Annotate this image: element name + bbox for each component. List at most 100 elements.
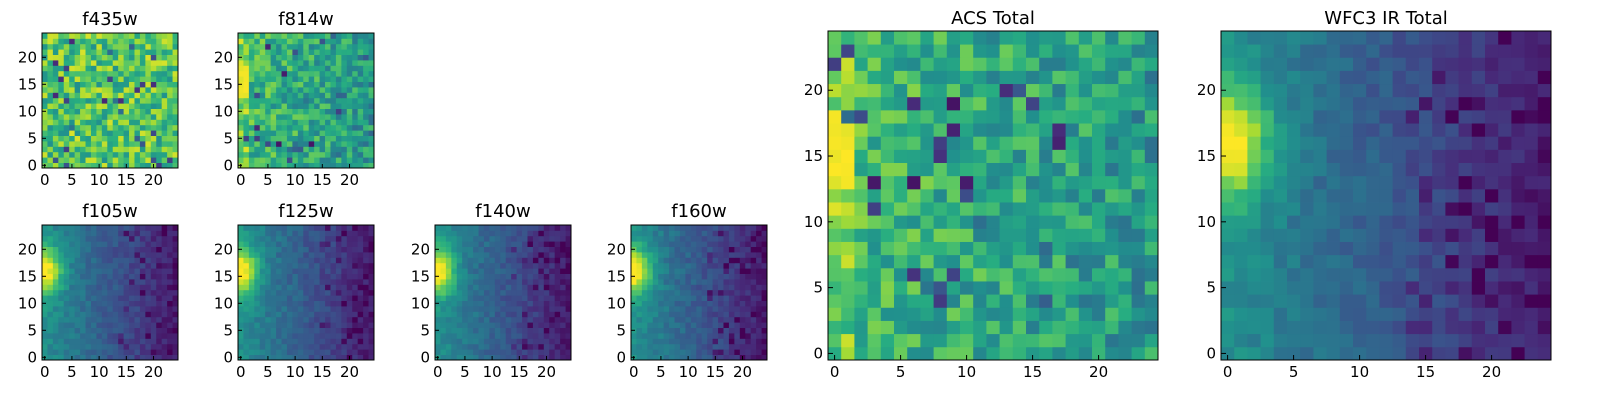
heatmap-cell <box>52 49 59 55</box>
heatmap-cell <box>478 235 485 242</box>
heatmap-cell <box>308 327 315 334</box>
heatmap-cell <box>357 43 364 50</box>
heatmap-cell <box>281 252 288 258</box>
heatmap-cell <box>101 87 108 93</box>
heatmap-cell <box>243 114 250 120</box>
heatmap-cell <box>58 252 65 258</box>
heatmap-cell <box>960 149 974 163</box>
heatmap-cell <box>47 322 54 328</box>
heatmap-cell <box>554 268 561 274</box>
heatmap-cell <box>1432 267 1446 282</box>
heatmap-cell <box>1092 294 1106 308</box>
heatmap-cell <box>172 54 179 61</box>
heatmap-cell <box>238 76 244 82</box>
heatmap-cell <box>118 43 124 50</box>
heatmap-cell <box>85 130 92 136</box>
heatmap-cell <box>74 124 81 131</box>
heatmap-cell <box>674 230 681 237</box>
heatmap-cell <box>297 97 304 104</box>
heatmap-cell <box>325 141 331 147</box>
heatmap-cell <box>150 262 157 269</box>
heatmap-cell <box>1392 202 1407 216</box>
heatmap-cell <box>101 114 108 120</box>
y-tick-label: 0 <box>223 156 233 174</box>
heatmap-cell <box>248 322 255 328</box>
heatmap-cell <box>1313 294 1327 308</box>
heatmap-cell <box>1405 320 1420 335</box>
heatmap-cell <box>330 108 337 115</box>
heatmap-cell <box>58 114 65 120</box>
heatmap-cell <box>712 241 719 247</box>
heatmap-cell <box>1092 109 1106 124</box>
heatmap-cell <box>679 230 686 237</box>
heatmap-cell <box>161 235 168 242</box>
heatmap-cell <box>1485 294 1499 308</box>
heatmap-cell <box>854 346 868 361</box>
heatmap-cell <box>161 246 168 253</box>
heatmap-cell <box>101 103 108 109</box>
heatmap-cell <box>47 87 54 93</box>
heatmap-cell <box>631 262 637 269</box>
heatmap-cell <box>467 306 474 312</box>
heatmap-cell <box>652 343 659 350</box>
heatmap-cell <box>718 279 724 285</box>
heatmap-cell <box>489 327 496 334</box>
heatmap-cell <box>658 257 665 264</box>
heatmap-cell <box>478 311 485 318</box>
heatmap-cell <box>63 97 70 104</box>
heatmap-cell <box>701 343 708 350</box>
heatmap-cell <box>467 289 474 296</box>
heatmap-cell <box>58 311 65 318</box>
heatmap-cell <box>58 273 65 280</box>
heatmap-cell <box>435 262 441 269</box>
heatmap-cell <box>756 295 762 301</box>
heatmap-cell <box>500 311 507 318</box>
heatmap-cell <box>270 70 277 77</box>
heatmap-cell <box>156 92 163 99</box>
heatmap-cell <box>1432 162 1446 177</box>
heatmap-cell <box>357 130 364 136</box>
heatmap-cell <box>286 135 293 142</box>
heatmap-cell <box>330 92 337 99</box>
heatmap-cell <box>505 349 512 355</box>
heatmap-cell <box>1419 254 1433 269</box>
heatmap-cell <box>532 225 539 231</box>
heatmap-cell <box>511 343 517 350</box>
heatmap-cell <box>107 279 114 285</box>
heatmap-cell <box>85 300 92 307</box>
heatmap-cell <box>118 322 124 328</box>
heatmap-cell <box>42 257 48 264</box>
heatmap-cell <box>631 257 637 264</box>
heatmap-cell <box>1300 228 1314 242</box>
heatmap-cell <box>69 273 76 280</box>
heatmap-cell <box>1498 346 1512 361</box>
heatmap-cell <box>1065 109 1080 124</box>
heatmap-cell <box>685 257 692 264</box>
heatmap-cell <box>920 175 934 190</box>
heatmap-cell <box>172 300 179 307</box>
heatmap-cell <box>297 135 304 142</box>
heatmap-cell <box>101 54 108 61</box>
heatmap-cell <box>999 57 1014 71</box>
heatmap-cell <box>319 252 326 258</box>
heatmap-cell <box>647 327 654 334</box>
heatmap-cell <box>1287 188 1301 203</box>
heatmap-cell <box>319 119 326 126</box>
heatmap-cell <box>669 295 675 301</box>
heatmap-cell <box>243 146 250 153</box>
heatmap-cell <box>281 311 288 318</box>
heatmap-cell <box>330 306 337 312</box>
heatmap-cell <box>1405 267 1420 282</box>
heatmap-cell <box>841 31 855 45</box>
heatmap-cell <box>636 306 643 312</box>
heatmap-cell <box>1379 254 1393 269</box>
heatmap-cell <box>319 343 326 350</box>
heatmap-cell <box>641 343 648 350</box>
heatmap-cell <box>1379 228 1393 242</box>
heatmap-cell <box>631 289 637 296</box>
heatmap-cell <box>265 146 272 153</box>
heatmap-cell <box>854 333 868 348</box>
heatmap-cell <box>641 349 648 355</box>
plot-frame <box>827 30 1159 361</box>
heatmap-cell <box>1039 254 1053 269</box>
